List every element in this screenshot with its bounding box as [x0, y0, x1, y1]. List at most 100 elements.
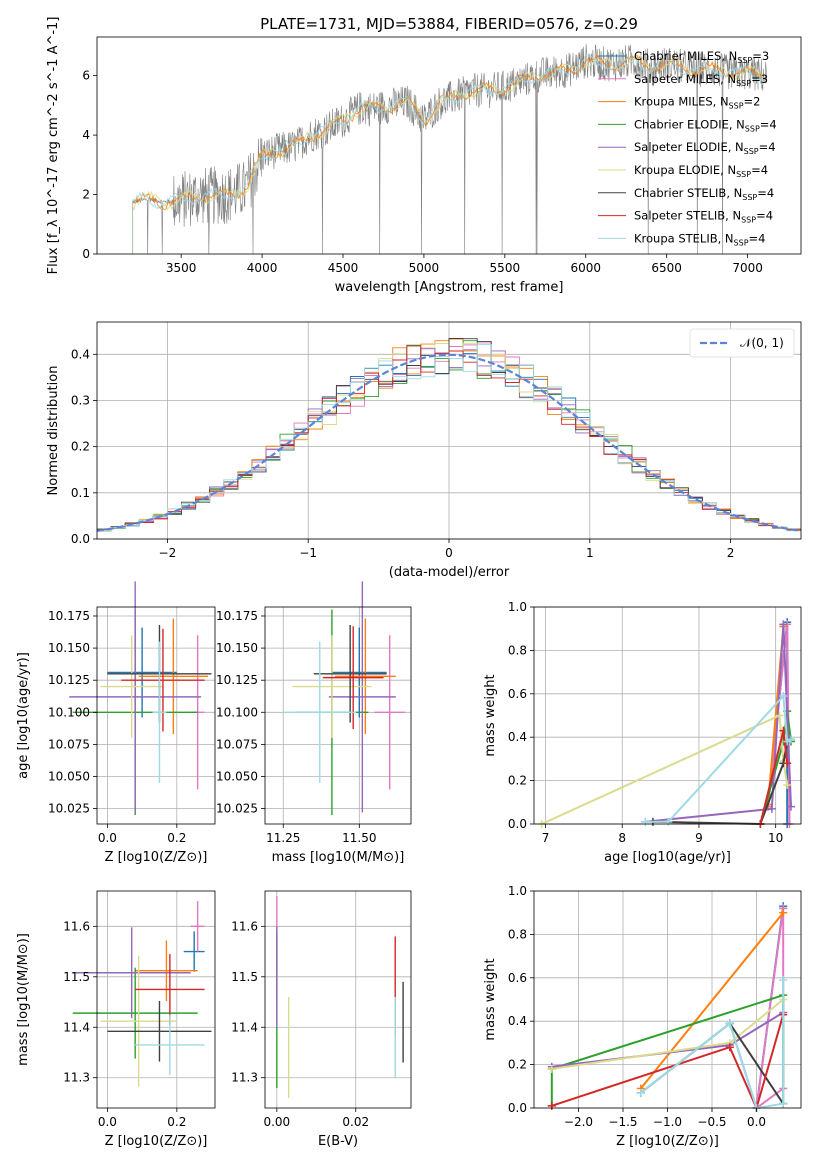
x-tick-label: 0.0: [98, 831, 117, 845]
y-tick-label: 0.4: [508, 730, 527, 744]
x-tick-label: 4000: [247, 261, 278, 275]
axes-frame: [264, 606, 412, 825]
legend-entry: Salpeter ELODIE, NSSP=4: [634, 140, 776, 156]
y-tick-label: 1.0: [508, 884, 527, 898]
y-tick-label: 0.3: [71, 393, 90, 407]
axes-frame: [96, 606, 216, 825]
y-tick-label: 0.2: [508, 774, 527, 788]
figure-title: PLATE=1731, MJD=53884, FIBERID=0576, z=0…: [260, 15, 638, 33]
y-tick-label: 0.6: [508, 971, 527, 985]
legend-entry: 𝒩(0, 1): [740, 336, 784, 350]
y-tick-label: 11.5: [63, 970, 90, 984]
weight-line: [640, 912, 784, 1090]
observed-spectrum-line: [130, 43, 767, 254]
y-tick-label: 0.4: [508, 1014, 527, 1028]
plot-area-weight_vs_age: [537, 618, 796, 828]
panel-residuals: 𝒩(0, 1) −2 −1 0 1 2 0.0 0.1 0.2 0.3 0.4 (data-model…: [46, 321, 802, 580]
x-axis-label: Z [log10(Z/Z⊙)]: [105, 850, 208, 865]
y-tick-label: 10.025: [216, 802, 258, 816]
model-spectrum-line: [132, 54, 767, 254]
axes-frame: [96, 890, 216, 1109]
x-tick-label: −2.0: [564, 1115, 593, 1129]
y-tick-label: 11.6: [63, 919, 90, 933]
legend-entry: Salpeter STELIB, NSSP=4: [634, 209, 773, 225]
panel-age_vs_Z: 0.0 0.2 10.025 10.050 10.075 10.100 10.125 10.1…: [16, 581, 216, 865]
y-tick-label: 0.0: [71, 532, 90, 546]
x-tick-label: −0.5: [697, 1115, 726, 1129]
y-axis-label: mass weight: [483, 958, 498, 1040]
panel-mass_vs_ebv: 0.00 0.02 11.3 11.4 11.5 11.6 E(B-V): [231, 890, 412, 1149]
y-tick-label: 0: [82, 247, 90, 261]
x-tick-label: 2: [727, 546, 735, 560]
y-tick-label: 10.050: [48, 769, 90, 783]
y-tick-label: 11.4: [63, 1020, 90, 1034]
x-tick-label: 3500: [166, 261, 197, 275]
plot-area-residuals: 𝒩(0, 1): [96, 328, 802, 532]
y-tick-label: 11.4: [231, 1020, 258, 1034]
x-tick-label: −1.5: [608, 1115, 637, 1129]
panel-weight_vs_Z: −2.0 −1.5 −1.0 −0.5 0.0 0.0 0.2 0.4 0.6 0.8 1.0 Z […: [483, 884, 802, 1149]
residual-legend: 𝒩(0, 1): [689, 328, 795, 358]
y-tick-label: 11.6: [231, 919, 258, 933]
x-tick-label: −2: [159, 546, 177, 560]
weight-line: [551, 1014, 785, 1111]
x-axis-label: wavelength [Angstrom, rest frame]: [335, 280, 564, 295]
x-tick-label: 0: [445, 546, 453, 560]
y-axis-label: mass weight: [483, 674, 498, 756]
y-tick-label: 0.8: [508, 927, 527, 941]
plot-area-spectrum: Chabrier MILES, NSSP=3 Salpeter MILES, NS…: [130, 43, 777, 254]
x-tick-label: 0.00: [263, 1115, 290, 1129]
y-tick-label: 10.150: [48, 641, 90, 655]
y-tick-label: 6: [82, 69, 90, 83]
spectrum-legend: Chabrier MILES, NSSP=3 Salpeter MILES, NS…: [598, 49, 777, 247]
x-tick-label: 8: [618, 831, 626, 845]
x-tick-label: 10: [768, 831, 783, 845]
y-tick-label: 4: [82, 128, 90, 142]
legend-entry: Chabrier MILES, NSSP=3: [634, 49, 769, 65]
y-tick-label: 11.5: [231, 970, 258, 984]
panel-age_vs_mass: 11.25 11.50 10.025 10.050 10.075 10.100 10.125…: [216, 581, 412, 865]
y-tick-label: 1.0: [508, 600, 527, 614]
x-tick-label: 7: [542, 831, 550, 845]
y-tick-label: 10.150: [216, 641, 258, 655]
x-tick-label: 11.25: [266, 831, 300, 845]
gaussian-reference-line: [96, 353, 802, 532]
y-tick-label: 10.125: [48, 673, 90, 687]
x-tick-label: 7000: [732, 261, 763, 275]
x-tick-label: −1: [299, 546, 317, 560]
x-tick-label: 0.0: [747, 1115, 766, 1129]
x-tick-label: 9: [695, 831, 703, 845]
x-axis-label: (data-model)/error: [389, 565, 510, 580]
x-tick-label: −1.0: [653, 1115, 682, 1129]
x-tick-label: 0.0: [98, 1115, 117, 1129]
x-axis-label: mass [log10(M/M⊙)]: [272, 850, 405, 865]
y-tick-label: 10.175: [48, 609, 90, 623]
x-tick-label: 1: [586, 546, 594, 560]
y-tick-label: 10.125: [216, 673, 258, 687]
panel-spectrum: Chabrier MILES, NSSP=3 Salpeter MILES, NS…: [46, 17, 802, 295]
x-tick-label: 11.50: [342, 831, 376, 845]
legend-box: [689, 328, 795, 358]
y-tick-label: 10.075: [48, 737, 90, 751]
y-tick-label: 10.175: [216, 609, 258, 623]
legend-entry: Chabrier STELIB, NSSP=4: [634, 186, 774, 202]
plot-area-weight_vs_Z: [547, 902, 788, 1112]
y-tick-label: 11.3: [231, 1071, 258, 1085]
y-tick-label: 0.2: [508, 1058, 527, 1072]
y-tick-label: 10.100: [48, 705, 90, 719]
y-tick-label: 11.3: [63, 1071, 90, 1085]
x-tick-label: 4500: [328, 261, 359, 275]
x-tick-label: 5000: [409, 261, 440, 275]
y-axis-label: mass [log10(M/M⊙)]: [16, 933, 31, 1066]
x-tick-label: 0.2: [167, 831, 186, 845]
x-tick-label: 0.2: [167, 1115, 186, 1129]
legend-entry: Salpeter MILES, NSSP=3: [634, 72, 768, 88]
x-tick-label: 6000: [570, 261, 601, 275]
y-tick-label: 10.100: [216, 705, 258, 719]
y-tick-label: 10.050: [216, 769, 258, 783]
y-tick-label: 0.1: [71, 486, 90, 500]
x-axis-label: Z [log10(Z/Z⊙)]: [616, 1134, 719, 1149]
x-tick-label: 0.02: [342, 1115, 369, 1129]
plot-area-age_vs_mass: [283, 581, 405, 816]
